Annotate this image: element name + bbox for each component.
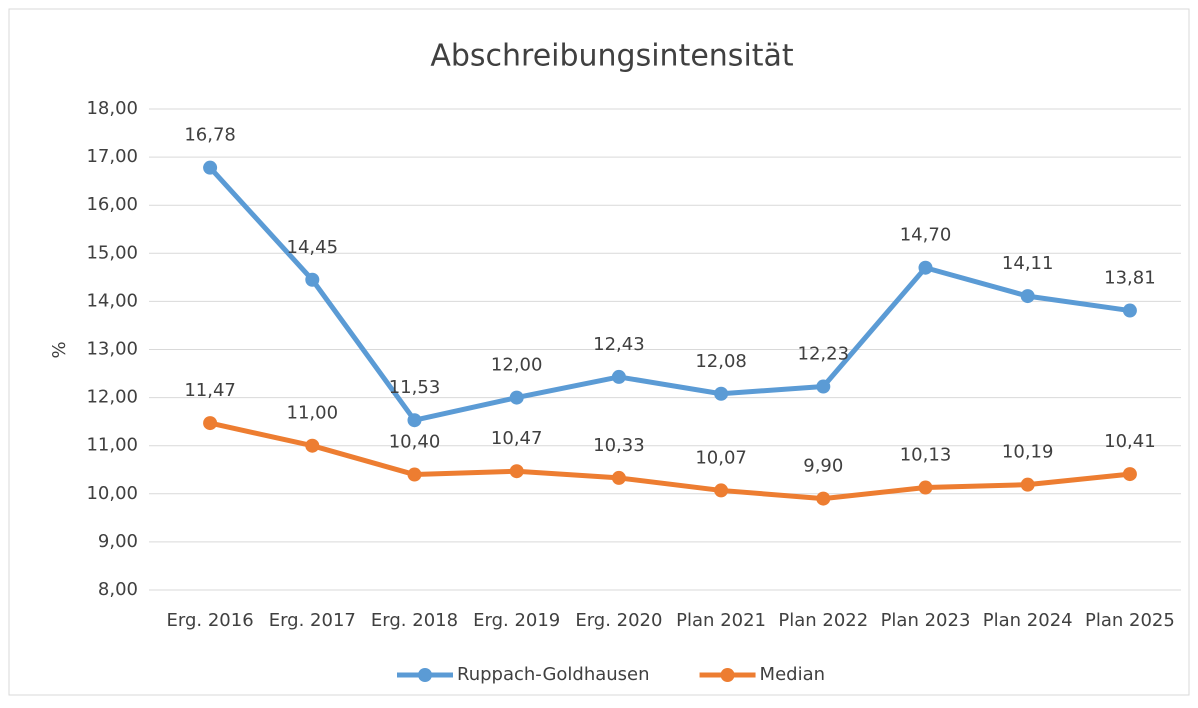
x-tick-label: Erg. 2020 — [575, 610, 662, 631]
x-tick-label: Plan 2024 — [983, 610, 1073, 631]
y-tick-label: 14,00 — [86, 290, 138, 311]
data-label: 11,47 — [184, 380, 236, 401]
chart-frame — [8, 8, 1190, 696]
data-label: 10,13 — [900, 445, 952, 466]
data-point — [509, 390, 524, 405]
data-point — [1020, 477, 1035, 492]
y-tick-label: 13,00 — [86, 339, 138, 360]
chart-title: Abschreibungsintensität — [430, 39, 794, 74]
data-point — [203, 160, 218, 175]
legend-marker — [418, 668, 432, 682]
x-tick-label: Erg. 2017 — [269, 610, 356, 631]
data-point — [918, 260, 933, 275]
data-label: 14,70 — [900, 225, 952, 246]
data-point — [816, 491, 831, 506]
x-tick-label: Plan 2025 — [1085, 610, 1175, 631]
data-label: 12,08 — [695, 351, 747, 372]
data-label: 11,53 — [389, 377, 441, 398]
data-label: 12,43 — [593, 334, 645, 355]
data-point — [611, 470, 626, 485]
legend-label: Median — [760, 664, 825, 685]
y-tick-label: 9,00 — [98, 531, 138, 552]
data-label: 10,47 — [491, 428, 543, 449]
data-label: 12,00 — [491, 355, 543, 376]
data-label: 10,41 — [1104, 431, 1156, 452]
data-point — [816, 379, 831, 394]
data-point — [407, 467, 422, 482]
legend-marker — [720, 668, 735, 682]
x-tick-label: Plan 2021 — [676, 610, 766, 631]
data-label: 14,45 — [287, 237, 339, 258]
data-point — [203, 416, 218, 431]
y-tick-label: 18,00 — [86, 98, 138, 119]
y-axis-label: % — [49, 341, 70, 358]
data-label: 9,90 — [803, 456, 843, 477]
data-point — [918, 480, 933, 495]
data-point — [1122, 303, 1137, 318]
series-line — [209, 420, 1131, 502]
data-label: 14,11 — [1002, 253, 1054, 274]
data-point — [714, 386, 729, 401]
y-tick-label: 15,00 — [86, 242, 138, 263]
data-label: 10,33 — [593, 435, 645, 456]
x-tick-label: Plan 2023 — [881, 610, 971, 631]
data-label: 10,19 — [1002, 442, 1054, 463]
data-label: 11,00 — [287, 403, 339, 424]
x-tick-label: Plan 2022 — [778, 610, 868, 631]
y-tick-label: 12,00 — [86, 387, 138, 408]
y-tick-label: 11,00 — [86, 435, 138, 456]
data-point — [305, 438, 320, 453]
data-label: 16,78 — [184, 125, 236, 146]
y-tick-label: 17,00 — [86, 146, 138, 167]
data-label: 12,23 — [798, 344, 850, 365]
data-point — [611, 369, 626, 384]
data-label: 10,07 — [695, 447, 747, 468]
x-tick-label: Erg. 2016 — [167, 610, 254, 631]
y-tick-label: 16,00 — [86, 194, 138, 215]
y-tick-label: 8,00 — [98, 579, 138, 600]
data-label: 13,81 — [1104, 268, 1156, 289]
x-tick-label: Erg. 2018 — [371, 610, 458, 631]
series-line — [208, 165, 1131, 423]
x-tick-label: Erg. 2019 — [473, 610, 560, 631]
data-point — [509, 464, 524, 479]
data-point — [714, 483, 729, 498]
data-point — [305, 272, 320, 287]
data-label: 10,40 — [389, 432, 441, 453]
legend-label: Ruppach-Goldhausen — [457, 664, 650, 685]
data-point — [1020, 289, 1035, 304]
data-point — [1122, 467, 1137, 482]
y-tick-label: 10,00 — [86, 483, 138, 504]
data-point — [407, 413, 422, 428]
